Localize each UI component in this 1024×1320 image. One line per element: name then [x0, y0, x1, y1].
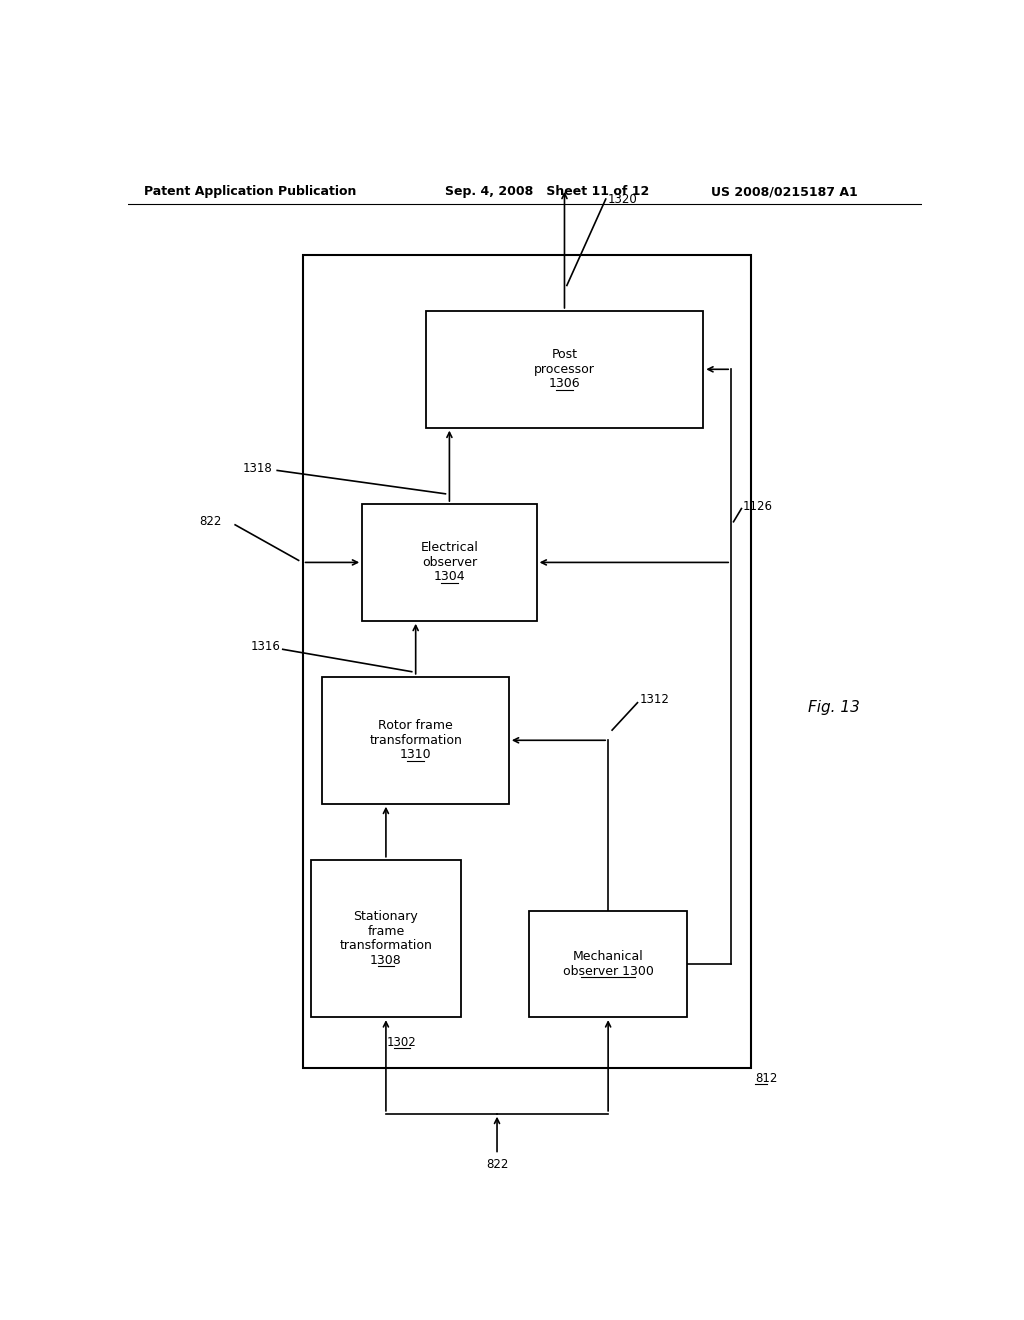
Text: 822: 822: [200, 515, 222, 528]
Text: Rotor frame: Rotor frame: [378, 719, 453, 733]
Text: 1306: 1306: [549, 378, 581, 391]
Text: Stationary: Stationary: [353, 911, 418, 923]
Bar: [310, 859, 461, 1018]
Text: observer: observer: [422, 556, 477, 569]
Text: Patent Application Publication: Patent Application Publication: [143, 185, 356, 198]
Text: Mechanical: Mechanical: [572, 950, 643, 964]
Text: 1304: 1304: [433, 570, 465, 583]
Text: 1302: 1302: [387, 1036, 417, 1049]
Text: Post: Post: [552, 348, 578, 362]
Text: processor: processor: [535, 363, 595, 376]
Text: 1312: 1312: [640, 693, 670, 706]
Text: 1310: 1310: [399, 748, 431, 762]
Text: observer 1300: observer 1300: [563, 965, 653, 978]
Text: 1308: 1308: [370, 953, 401, 966]
Text: frame: frame: [368, 925, 404, 937]
Bar: [426, 312, 703, 428]
Text: Electrical: Electrical: [421, 541, 478, 554]
Text: 812: 812: [755, 1072, 777, 1085]
Text: transformation: transformation: [370, 734, 462, 747]
Bar: [323, 677, 509, 804]
Text: 822: 822: [485, 1158, 508, 1171]
Bar: [528, 911, 687, 1018]
Bar: [303, 255, 751, 1068]
Bar: [362, 504, 537, 620]
Text: 1126: 1126: [743, 500, 773, 513]
Text: 1316: 1316: [251, 640, 281, 653]
Text: Fig. 13: Fig. 13: [808, 700, 860, 714]
Text: 1320: 1320: [608, 193, 638, 206]
Text: US 2008/0215187 A1: US 2008/0215187 A1: [712, 185, 858, 198]
Text: Sep. 4, 2008   Sheet 11 of 12: Sep. 4, 2008 Sheet 11 of 12: [445, 185, 649, 198]
Text: 1318: 1318: [243, 462, 272, 475]
Text: transformation: transformation: [340, 940, 432, 952]
